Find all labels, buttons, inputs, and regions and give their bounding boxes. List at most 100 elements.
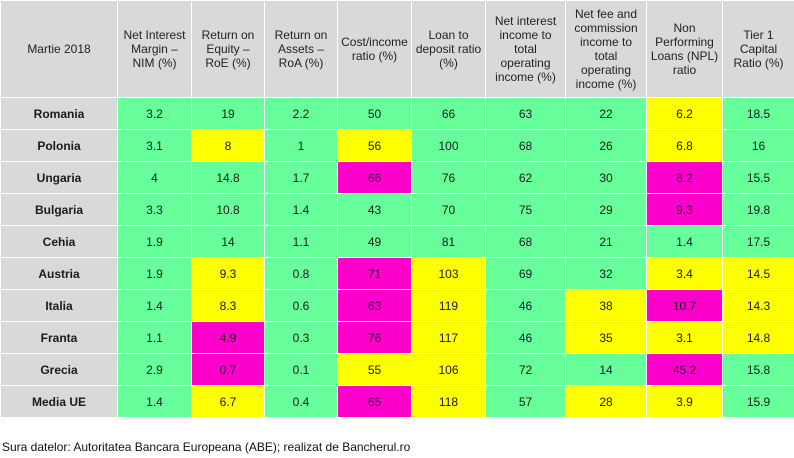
value-cell: 14.8 (722, 321, 794, 354)
value-cell: 1.4 (117, 385, 192, 418)
value-cell: 118 (411, 385, 486, 418)
row-label: Ungaria (0, 161, 118, 194)
value-cell: 0.6 (264, 289, 338, 322)
header-row: Martie 2018 Net Interest Margin – NIM (%… (0, 0, 794, 98)
value-cell: 26 (565, 129, 647, 162)
value-cell: 66 (411, 97, 486, 130)
column-header: Net fee and commission income to total o… (565, 0, 647, 98)
value-cell: 38 (565, 289, 647, 322)
row-label: Media UE (0, 385, 118, 418)
value-cell: 49 (337, 225, 412, 258)
column-header: Cost/income ratio (%) (337, 0, 412, 98)
value-cell: 2.9 (117, 353, 192, 386)
value-cell: 10.7 (646, 289, 723, 322)
table-row: Ungaria 4 14.8 1.7 66 76 62 30 8.2 15.5 (0, 161, 794, 194)
value-cell: 1.4 (117, 289, 192, 322)
value-cell: 4 (117, 161, 192, 194)
value-cell: 57 (485, 385, 566, 418)
value-cell: 103 (411, 257, 486, 290)
row-label: Franta (0, 321, 118, 354)
value-cell: 45.2 (646, 353, 723, 386)
value-cell: 9.3 (191, 257, 265, 290)
value-cell: 21 (565, 225, 647, 258)
table-row: Grecia 2.9 0.7 0.1 55 106 72 14 45.2 15.8 (0, 353, 794, 386)
value-cell: 81 (411, 225, 486, 258)
value-cell: 106 (411, 353, 486, 386)
value-cell: 66 (337, 161, 412, 194)
value-cell: 18.5 (722, 97, 794, 130)
row-label: Italia (0, 289, 118, 322)
table-body: Romania 3.2 19 2.2 50 66 63 22 6.2 18.5 Polonia 3.1… (0, 97, 794, 418)
value-cell: 30 (565, 161, 647, 194)
value-cell: 15.5 (722, 161, 794, 194)
value-cell: 50 (337, 97, 412, 130)
row-label: Bulgaria (0, 193, 118, 226)
table-row: Cehia 1.9 14 1.1 49 81 68 21 1.4 17.5 (0, 225, 794, 258)
value-cell: 2.2 (264, 97, 338, 130)
value-cell: 19 (191, 97, 265, 130)
row-label: Austria (0, 257, 118, 290)
value-cell: 8 (191, 129, 265, 162)
value-cell: 117 (411, 321, 486, 354)
value-cell: 1 (264, 129, 338, 162)
value-cell: 68 (485, 129, 566, 162)
value-cell: 1.9 (117, 257, 192, 290)
value-cell: 15.9 (722, 385, 794, 418)
value-cell: 3.4 (646, 257, 723, 290)
value-cell: 6.8 (646, 129, 723, 162)
value-cell: 100 (411, 129, 486, 162)
value-cell: 46 (485, 321, 566, 354)
value-cell: 19.8 (722, 193, 794, 226)
column-header: Net interest income to total operating i… (485, 0, 566, 98)
value-cell: 35 (565, 321, 647, 354)
source-note: Sura datelor: Autoritatea Bancara Europe… (2, 440, 411, 454)
value-cell: 16 (722, 129, 794, 162)
value-cell: 4.9 (191, 321, 265, 354)
value-cell: 14.8 (191, 161, 265, 194)
value-cell: 1.4 (646, 225, 723, 258)
column-header: Non Performing Loans (NPL) ratio (646, 0, 723, 98)
value-cell: 43 (337, 193, 412, 226)
value-cell: 29 (565, 193, 647, 226)
value-cell: 0.7 (191, 353, 265, 386)
value-cell: 9.3 (646, 193, 723, 226)
column-header: Tier 1 Capital Ratio (%) (722, 0, 794, 98)
value-cell: 46 (485, 289, 566, 322)
bank-indicators-table: Martie 2018 Net Interest Margin – NIM (%… (0, 0, 794, 418)
value-cell: 15.8 (722, 353, 794, 386)
value-cell: 17.5 (722, 225, 794, 258)
value-cell: 55 (337, 353, 412, 386)
column-header: Net Interest Margin – NIM (%) (117, 0, 192, 98)
table-row: Media UE 1.4 6.7 0.4 65 118 57 28 3.9 15.9 (0, 385, 794, 418)
corner-label: Martie 2018 (0, 0, 118, 98)
row-label: Romania (0, 97, 118, 130)
value-cell: 119 (411, 289, 486, 322)
value-cell: 6.2 (646, 97, 723, 130)
table-row: Franta 1.1 4.9 0.3 76 117 46 35 3.1 14.8 (0, 321, 794, 354)
value-cell: 0.4 (264, 385, 338, 418)
value-cell: 1.1 (117, 321, 192, 354)
value-cell: 3.2 (117, 97, 192, 130)
value-cell: 1.1 (264, 225, 338, 258)
column-header: Return on Assets – RoA (%) (264, 0, 338, 98)
value-cell: 75 (485, 193, 566, 226)
value-cell: 76 (337, 321, 412, 354)
value-cell: 28 (565, 385, 647, 418)
value-cell: 65 (337, 385, 412, 418)
value-cell: 72 (485, 353, 566, 386)
value-cell: 69 (485, 257, 566, 290)
table-row: Bulgaria 3.3 10.8 1.4 43 70 75 29 9.3 19.8 (0, 193, 794, 226)
value-cell: 71 (337, 257, 412, 290)
value-cell: 0.3 (264, 321, 338, 354)
value-cell: 62 (485, 161, 566, 194)
value-cell: 32 (565, 257, 647, 290)
value-cell: 1.4 (264, 193, 338, 226)
value-cell: 56 (337, 129, 412, 162)
value-cell: 70 (411, 193, 486, 226)
value-cell: 10.8 (191, 193, 265, 226)
value-cell: 8.3 (191, 289, 265, 322)
row-label: Grecia (0, 353, 118, 386)
column-header: Return on Equity – RoE (%) (191, 0, 265, 98)
column-header: Loan to deposit ratio (%) (411, 0, 486, 98)
value-cell: 0.1 (264, 353, 338, 386)
